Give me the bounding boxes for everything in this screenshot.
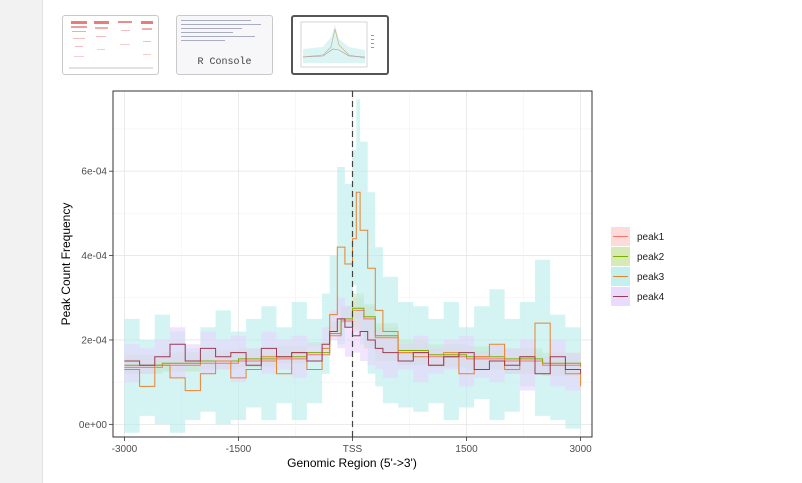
legend-label-peak4: peak4 [637, 292, 665, 303]
y-axis: 0e+00 2e-04 4e-04 6e-04 [79, 167, 113, 431]
y-axis-title: Peak Count Frequency [59, 203, 73, 326]
series-lines [124, 191, 582, 392]
peak2-line [124, 307, 582, 366]
y-tick-label: 6e-04 [81, 167, 107, 178]
console-preview-lines [181, 20, 268, 44]
legend: peak1 peak2 peak3 peak4 [611, 227, 665, 306]
legend-label-peak1: peak1 [637, 232, 665, 243]
x-tick-label: TSS [343, 444, 363, 455]
y-tick-label: 0e+00 [79, 420, 108, 431]
x-tick-label: 3000 [569, 444, 592, 455]
r-console-label: R Console [197, 57, 252, 68]
left-gutter [0, 0, 43, 483]
raster-heatmap-thumbnail[interactable] [62, 15, 159, 75]
x-tick-label: -3000 [112, 444, 138, 455]
x-tick-label: -1500 [226, 444, 252, 455]
peak3-line [124, 191, 582, 392]
profile-plot-thumbnail-image [300, 21, 374, 68]
raster-heatmap-thumbnail-image [69, 21, 153, 69]
y-tick-label: 2e-04 [81, 335, 107, 346]
x-axis: -3000 -1500 TSS 1500 3000 [112, 437, 592, 455]
r-console-thumbnail[interactable]: R Console [176, 15, 273, 75]
profile-plot-thumbnail[interactable] [291, 15, 389, 75]
x-tick-label: 1500 [455, 444, 478, 455]
legend-label-peak3: peak3 [637, 272, 665, 283]
x-axis-title: Genomic Region (5'->3') [287, 456, 417, 470]
legend-label-peak2: peak2 [637, 252, 665, 263]
y-tick-label: 4e-04 [81, 251, 107, 262]
